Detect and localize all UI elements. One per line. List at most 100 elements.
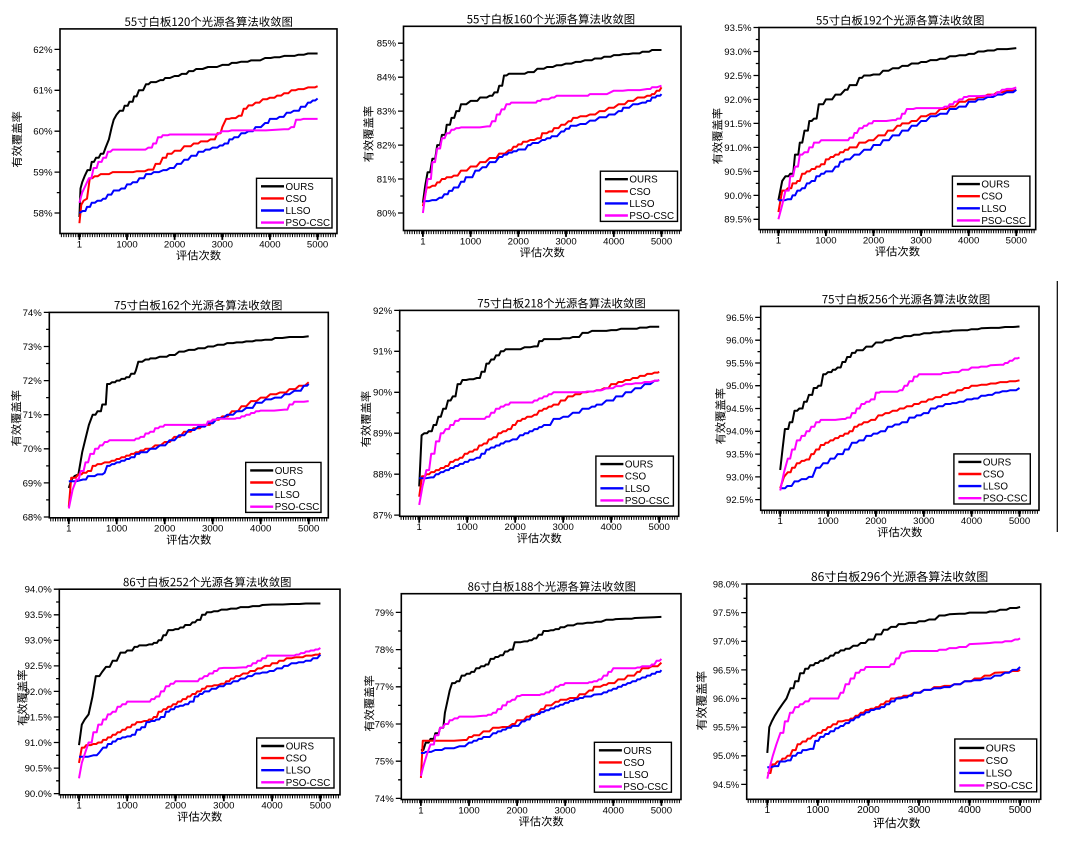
svg-text:5000: 5000 xyxy=(307,239,328,250)
svg-text:90.5%: 90.5% xyxy=(724,167,752,178)
svg-text:96.5%: 96.5% xyxy=(726,313,754,324)
svg-text:4000: 4000 xyxy=(250,524,271,535)
svg-text:1000: 1000 xyxy=(806,805,829,816)
svg-text:PSO-CSC: PSO-CSC xyxy=(629,211,674,222)
svg-text:3000: 3000 xyxy=(910,235,931,246)
svg-text:93.0%: 93.0% xyxy=(25,636,53,647)
svg-text:91.5%: 91.5% xyxy=(724,119,752,130)
svg-text:93.5%: 93.5% xyxy=(724,23,752,34)
svg-text:92.0%: 92.0% xyxy=(724,95,752,106)
svg-text:OURS: OURS xyxy=(625,460,654,471)
svg-text:PSO-CSC: PSO-CSC xyxy=(986,781,1033,792)
svg-text:1000: 1000 xyxy=(116,239,137,250)
svg-text:LLSO: LLSO xyxy=(983,482,1008,493)
svg-text:94.0%: 94.0% xyxy=(726,427,754,438)
svg-text:3000: 3000 xyxy=(212,239,233,250)
svg-text:94.5%: 94.5% xyxy=(726,404,754,415)
svg-text:96.5%: 96.5% xyxy=(713,665,739,675)
svg-text:94.0%: 94.0% xyxy=(25,585,53,596)
svg-text:OURS: OURS xyxy=(286,742,315,753)
svg-text:OURS: OURS xyxy=(623,746,652,757)
svg-text:94.5%: 94.5% xyxy=(713,780,739,790)
svg-text:CSO: CSO xyxy=(981,192,1003,203)
svg-text:CSO: CSO xyxy=(986,756,1008,767)
svg-text:96.0%: 96.0% xyxy=(713,694,739,704)
svg-text:74%: 74% xyxy=(375,794,395,805)
svg-text:79%: 79% xyxy=(375,608,395,619)
svg-text:5000: 5000 xyxy=(651,805,672,816)
svg-text:2000: 2000 xyxy=(164,239,185,250)
svg-text:4000: 4000 xyxy=(259,239,280,250)
svg-text:87%: 87% xyxy=(373,511,393,522)
svg-text:PSO-CSC: PSO-CSC xyxy=(275,502,320,513)
svg-text:90.5%: 90.5% xyxy=(25,764,53,775)
svg-text:5000: 5000 xyxy=(310,801,331,812)
svg-text:LLSO: LLSO xyxy=(986,768,1012,779)
svg-text:CSO: CSO xyxy=(625,472,647,483)
svg-text:2000: 2000 xyxy=(505,522,526,533)
svg-text:59%: 59% xyxy=(33,168,53,179)
svg-text:5000: 5000 xyxy=(651,236,672,247)
svg-text:1000: 1000 xyxy=(460,236,481,247)
svg-text:90.0%: 90.0% xyxy=(724,191,752,202)
svg-text:91%: 91% xyxy=(373,347,393,358)
svg-text:97.5%: 97.5% xyxy=(713,608,739,618)
svg-text:4000: 4000 xyxy=(603,236,624,247)
svg-text:97.0%: 97.0% xyxy=(713,637,739,647)
svg-text:CSO: CSO xyxy=(275,478,297,489)
svg-text:1000: 1000 xyxy=(815,235,836,246)
svg-text:92.5%: 92.5% xyxy=(724,71,752,82)
svg-text:2000: 2000 xyxy=(165,801,186,812)
svg-text:2000: 2000 xyxy=(863,235,884,246)
svg-text:76%: 76% xyxy=(375,719,395,730)
svg-text:CSO: CSO xyxy=(286,754,308,765)
svg-text:OURS: OURS xyxy=(986,743,1016,754)
svg-text:92%: 92% xyxy=(373,306,393,317)
svg-text:LLSO: LLSO xyxy=(286,766,311,777)
svg-text:4000: 4000 xyxy=(261,801,282,812)
svg-text:58%: 58% xyxy=(33,208,53,219)
svg-text:91.0%: 91.0% xyxy=(25,738,53,749)
svg-text:2000: 2000 xyxy=(865,516,886,527)
svg-text:OURS: OURS xyxy=(981,180,1010,191)
svg-text:OURS: OURS xyxy=(629,175,658,186)
svg-text:OURS: OURS xyxy=(275,466,304,477)
svg-text:93.5%: 93.5% xyxy=(726,450,754,461)
svg-text:OURS: OURS xyxy=(983,457,1012,468)
svg-text:3000: 3000 xyxy=(555,805,576,816)
svg-text:4000: 4000 xyxy=(601,522,622,533)
svg-text:1: 1 xyxy=(420,236,425,247)
svg-text:PSO-CSC: PSO-CSC xyxy=(983,494,1028,505)
svg-text:5000: 5000 xyxy=(1006,235,1027,246)
svg-text:3000: 3000 xyxy=(202,524,223,535)
svg-text:5000: 5000 xyxy=(298,524,319,535)
svg-text:89.5%: 89.5% xyxy=(724,215,752,226)
svg-text:2000: 2000 xyxy=(154,524,175,535)
svg-text:1: 1 xyxy=(66,524,71,535)
svg-text:1000: 1000 xyxy=(458,805,479,816)
svg-text:3000: 3000 xyxy=(555,236,576,247)
svg-text:1000: 1000 xyxy=(457,522,478,533)
svg-text:95.0%: 95.0% xyxy=(726,381,754,392)
svg-text:PSO-CSC: PSO-CSC xyxy=(623,782,668,793)
svg-text:82%: 82% xyxy=(377,141,397,152)
svg-text:90.0%: 90.0% xyxy=(25,789,53,800)
svg-text:92.0%: 92.0% xyxy=(25,687,53,698)
svg-text:80%: 80% xyxy=(377,208,397,219)
svg-text:98.0%: 98.0% xyxy=(713,579,739,589)
svg-text:70%: 70% xyxy=(23,444,43,455)
svg-text:1: 1 xyxy=(417,522,422,533)
svg-text:62%: 62% xyxy=(33,45,53,56)
svg-text:78%: 78% xyxy=(375,645,395,656)
svg-text:3000: 3000 xyxy=(553,522,574,533)
svg-text:LLSO: LLSO xyxy=(981,204,1006,215)
svg-text:CSO: CSO xyxy=(623,758,645,769)
svg-text:91.0%: 91.0% xyxy=(724,143,752,154)
svg-text:5000: 5000 xyxy=(1009,805,1032,816)
svg-text:89%: 89% xyxy=(373,429,393,440)
svg-text:83%: 83% xyxy=(377,107,397,118)
svg-text:96.0%: 96.0% xyxy=(726,336,754,347)
svg-text:3000: 3000 xyxy=(913,516,934,527)
svg-text:93.0%: 93.0% xyxy=(726,472,754,483)
svg-text:1: 1 xyxy=(776,235,781,246)
